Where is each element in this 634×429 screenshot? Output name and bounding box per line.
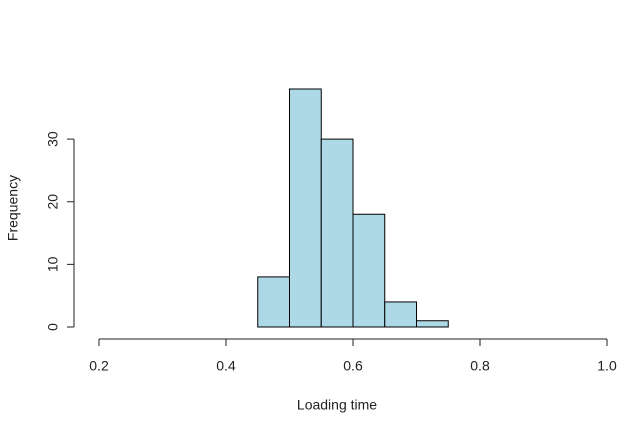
bar — [257, 276, 290, 328]
x-tick-label: 0.6 — [343, 358, 363, 374]
y-tick-label: 30 — [45, 131, 61, 147]
bar — [416, 320, 449, 328]
x-tick-label: 0.8 — [470, 358, 490, 374]
x-tick-label: 0.4 — [216, 358, 236, 374]
y-tick-label: 0 — [45, 323, 61, 331]
x-tick-label: 0.2 — [89, 358, 109, 374]
y-tick-label: 20 — [45, 194, 61, 210]
y-axis-label: Frequency — [5, 175, 21, 241]
bar — [352, 213, 386, 328]
x-tick-label: 1.0 — [597, 358, 617, 374]
bar — [384, 301, 417, 328]
x-axis-label: Loading time — [297, 397, 377, 413]
y-tick-label: 10 — [45, 256, 61, 272]
bar — [320, 138, 354, 328]
bar — [289, 88, 322, 328]
